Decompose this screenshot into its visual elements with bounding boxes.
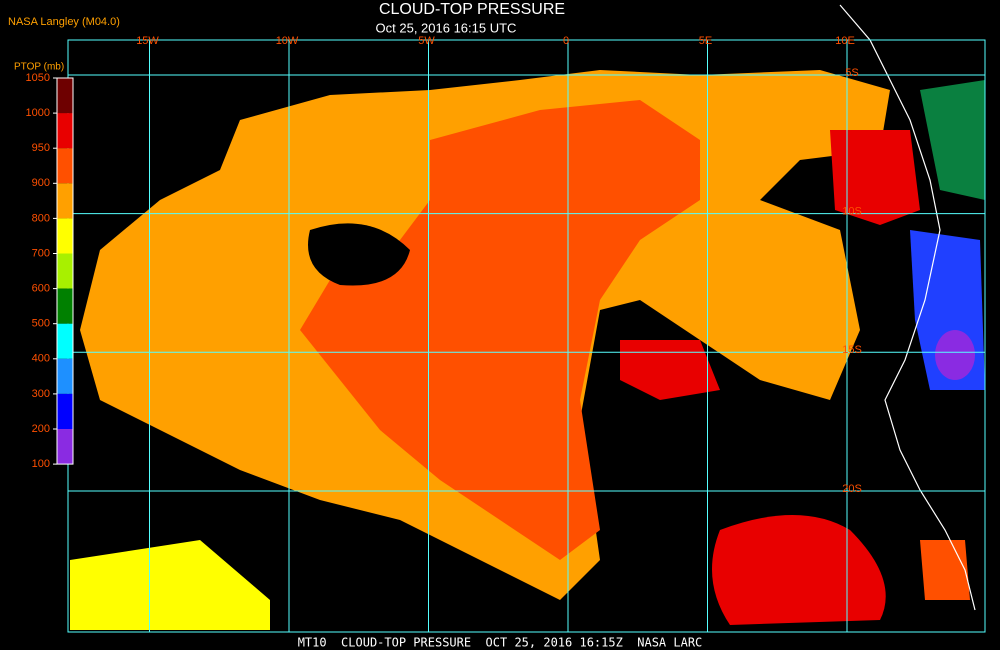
colorbar-tick-label: 500 bbox=[32, 318, 50, 330]
colorbar-tick-label: 100 bbox=[32, 458, 50, 470]
colorbar-swatch bbox=[57, 429, 73, 465]
colorbar-swatch bbox=[57, 323, 73, 359]
lon-label: 10E bbox=[835, 35, 855, 47]
cloud-south bbox=[712, 515, 886, 625]
colorbar-tick-label: 950 bbox=[32, 142, 50, 154]
clear-gap bbox=[308, 223, 410, 286]
colorbar-swatch bbox=[57, 358, 73, 394]
lon-label: 10W bbox=[276, 35, 299, 47]
colorbar: 1050 1000 950 900 800 700 600 500 400 300 200 100 bbox=[26, 72, 74, 470]
footer: MT10 CLOUD-TOP PRESSURE OCT 25, 2016 16:… bbox=[298, 636, 703, 650]
cloud-southwest bbox=[70, 540, 270, 630]
coastline bbox=[839, 4, 976, 611]
title: CLOUD-TOP PRESSURE bbox=[379, 1, 565, 18]
colorbar-swatch bbox=[57, 113, 73, 149]
land-cloud bbox=[920, 80, 985, 200]
colorbar-tick-label: 1050 bbox=[26, 72, 50, 84]
colorbar-swatch bbox=[57, 218, 73, 254]
lon-label: 5E bbox=[699, 35, 712, 47]
colorbar-swatch bbox=[57, 393, 73, 429]
colorbar-swatch bbox=[57, 253, 73, 289]
cloud-imagery bbox=[70, 4, 985, 630]
convection-core bbox=[935, 330, 975, 380]
colorbar-swatch bbox=[57, 288, 73, 324]
subtitle: Oct 25, 2016 16:15 UTC bbox=[376, 20, 517, 35]
lat-label: 15S bbox=[842, 344, 862, 356]
lat-label: 20S bbox=[842, 483, 862, 495]
lat-label: 5S bbox=[845, 67, 858, 79]
colorbar-swatch bbox=[57, 148, 73, 184]
colorbar-tick-label: 700 bbox=[32, 247, 50, 259]
colorbar-swatch bbox=[57, 78, 73, 114]
cloud-coast bbox=[920, 540, 970, 600]
cloud-mid bbox=[300, 100, 700, 560]
colorbar-tick-label: 600 bbox=[32, 283, 50, 295]
source-label: NASA Langley (M04.0) bbox=[8, 16, 120, 28]
colorbar-frame bbox=[56, 77, 74, 465]
cloud-patch bbox=[620, 340, 720, 400]
colorbar-tick-label: 200 bbox=[32, 423, 50, 435]
colorbar-swatch bbox=[57, 183, 73, 219]
graticule: 15W 10W 5W 0 5E 10E 5S 10S 15S 20S bbox=[68, 35, 985, 632]
colorbar-tick-label: 900 bbox=[32, 177, 50, 189]
lon-label: 5W bbox=[418, 35, 435, 47]
lon-label: 0 bbox=[563, 35, 569, 47]
colorbar-tick-label: 300 bbox=[32, 388, 50, 400]
colorbar-tick-label: 1000 bbox=[26, 107, 50, 119]
colorbar-label: PTOP (mb) bbox=[14, 62, 64, 73]
colorbar-tick-label: 400 bbox=[32, 353, 50, 365]
cloud-east bbox=[830, 130, 920, 225]
colorbar-tick-label: 800 bbox=[32, 212, 50, 224]
lon-label: 15W bbox=[136, 35, 159, 47]
lat-label: 10S bbox=[842, 206, 862, 218]
